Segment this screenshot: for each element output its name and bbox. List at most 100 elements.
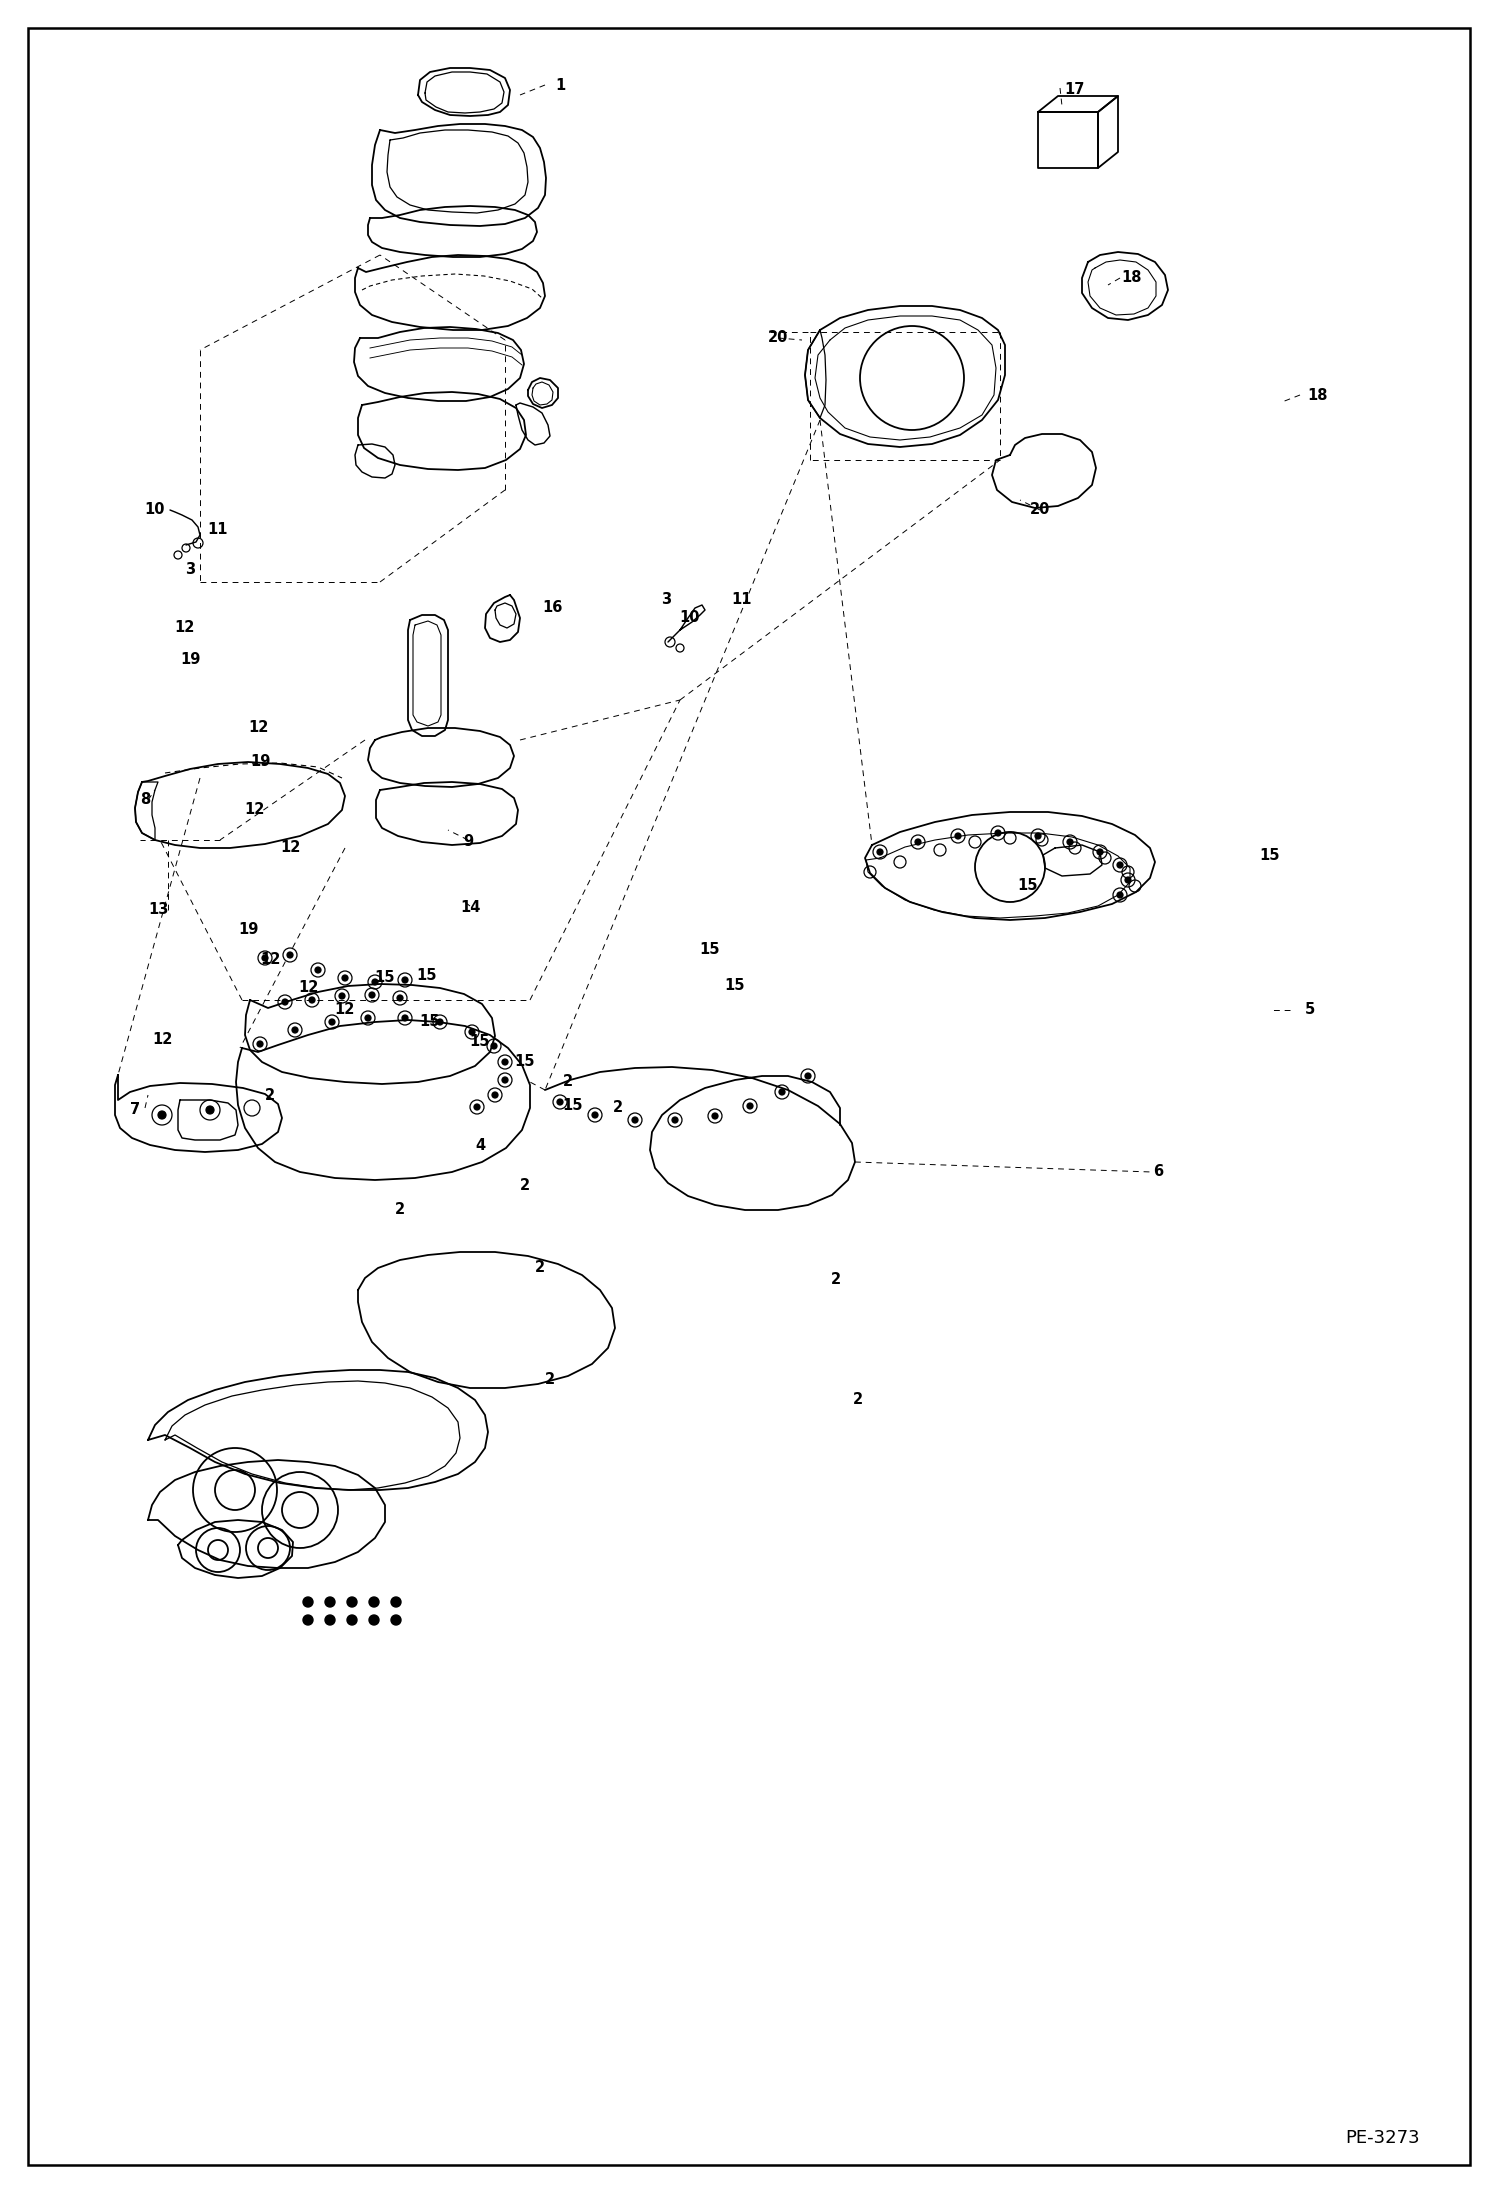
Circle shape: [491, 1044, 497, 1048]
Text: 19: 19: [250, 754, 270, 770]
Circle shape: [1125, 877, 1131, 884]
Text: 19: 19: [238, 923, 258, 936]
Circle shape: [712, 1114, 718, 1118]
Text: 12: 12: [151, 1033, 172, 1048]
Circle shape: [339, 993, 345, 1000]
Circle shape: [876, 849, 882, 855]
Circle shape: [348, 1614, 357, 1625]
Text: 1: 1: [554, 77, 565, 92]
Text: 20: 20: [1029, 502, 1050, 518]
Text: 12: 12: [175, 621, 195, 636]
Text: 13: 13: [148, 904, 168, 917]
Text: 14: 14: [460, 901, 481, 914]
Text: 7: 7: [130, 1103, 139, 1118]
Circle shape: [1035, 833, 1041, 840]
Text: 15: 15: [416, 967, 437, 982]
Circle shape: [401, 978, 407, 982]
Circle shape: [369, 991, 374, 998]
Circle shape: [437, 1020, 443, 1024]
Circle shape: [592, 1112, 598, 1118]
Circle shape: [995, 829, 1001, 836]
Circle shape: [673, 1116, 679, 1123]
Text: 16: 16: [542, 599, 563, 614]
Text: 2: 2: [265, 1088, 276, 1103]
Text: 4: 4: [475, 1138, 485, 1154]
Text: 12: 12: [336, 1002, 355, 1018]
Text: PE-3273: PE-3273: [1345, 2129, 1420, 2147]
Circle shape: [915, 840, 921, 844]
Circle shape: [748, 1103, 753, 1110]
Text: 2: 2: [520, 1178, 530, 1193]
Text: 18: 18: [1308, 388, 1329, 404]
Text: 11: 11: [731, 592, 752, 607]
Circle shape: [303, 1597, 313, 1607]
Text: 12: 12: [259, 952, 280, 967]
Circle shape: [342, 976, 348, 980]
Circle shape: [288, 952, 294, 958]
Circle shape: [369, 1597, 379, 1607]
Circle shape: [632, 1116, 638, 1123]
Text: 15: 15: [725, 978, 745, 993]
Text: 12: 12: [298, 980, 318, 996]
Circle shape: [303, 1614, 313, 1625]
Text: 12: 12: [280, 840, 300, 855]
Text: 8: 8: [139, 792, 150, 807]
Circle shape: [401, 1015, 407, 1022]
Text: 2: 2: [831, 1272, 840, 1287]
Circle shape: [315, 967, 321, 974]
Text: 15: 15: [374, 971, 395, 985]
Text: 20: 20: [768, 331, 788, 346]
Text: 19: 19: [180, 654, 201, 667]
Circle shape: [325, 1597, 336, 1607]
Text: 15: 15: [470, 1035, 490, 1050]
Circle shape: [292, 1026, 298, 1033]
Circle shape: [391, 1614, 401, 1625]
Circle shape: [391, 1597, 401, 1607]
Text: 15: 15: [1017, 877, 1038, 893]
Circle shape: [157, 1112, 166, 1118]
Circle shape: [557, 1099, 563, 1105]
Circle shape: [325, 1614, 336, 1625]
Circle shape: [502, 1059, 508, 1066]
Text: 15: 15: [563, 1096, 583, 1112]
Text: 12: 12: [244, 803, 265, 818]
Circle shape: [262, 954, 268, 961]
Text: 18: 18: [1122, 270, 1143, 285]
Text: 15: 15: [1260, 846, 1281, 862]
Text: 3: 3: [661, 592, 671, 607]
Text: 10: 10: [145, 502, 165, 518]
Circle shape: [1118, 862, 1124, 868]
Text: 9: 9: [463, 836, 473, 849]
Text: 2: 2: [535, 1261, 545, 1276]
Circle shape: [469, 1029, 475, 1035]
Circle shape: [779, 1090, 785, 1094]
Text: 6: 6: [1153, 1164, 1162, 1180]
Circle shape: [282, 1000, 288, 1004]
Text: 2: 2: [563, 1075, 574, 1090]
Circle shape: [330, 1020, 336, 1024]
Text: 12: 12: [247, 721, 268, 735]
Text: 2: 2: [613, 1101, 623, 1116]
Circle shape: [804, 1072, 810, 1079]
Text: 15: 15: [419, 1015, 440, 1029]
Text: 15: 15: [515, 1055, 535, 1070]
Circle shape: [1067, 840, 1073, 844]
Circle shape: [348, 1597, 357, 1607]
Text: 2: 2: [395, 1202, 404, 1217]
Text: 17: 17: [1065, 83, 1085, 96]
Text: 11: 11: [208, 522, 228, 537]
Circle shape: [207, 1105, 214, 1114]
Text: 5: 5: [1305, 1002, 1315, 1018]
Circle shape: [956, 833, 962, 840]
Text: 10: 10: [680, 610, 700, 625]
Text: 15: 15: [700, 943, 721, 958]
Circle shape: [1097, 849, 1103, 855]
Circle shape: [473, 1103, 479, 1110]
Text: 2: 2: [545, 1373, 556, 1388]
Circle shape: [369, 1614, 379, 1625]
Text: 3: 3: [184, 561, 195, 577]
Circle shape: [491, 1092, 497, 1099]
Circle shape: [397, 996, 403, 1000]
Circle shape: [502, 1077, 508, 1083]
Circle shape: [309, 998, 315, 1002]
